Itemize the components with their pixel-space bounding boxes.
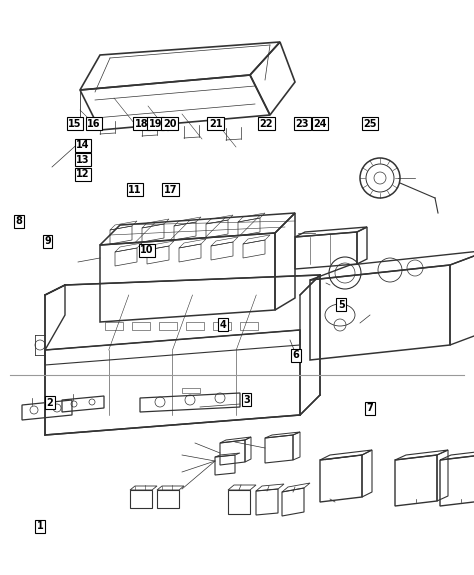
Bar bbox=[132, 322, 150, 330]
Text: 24: 24 bbox=[313, 118, 327, 129]
Text: 12: 12 bbox=[76, 169, 90, 179]
Text: 18: 18 bbox=[135, 118, 148, 129]
Bar bbox=[213, 322, 231, 330]
Bar bbox=[182, 388, 200, 393]
Text: 9: 9 bbox=[44, 236, 51, 247]
Text: 10: 10 bbox=[140, 245, 154, 255]
Text: 16: 16 bbox=[87, 118, 100, 129]
Text: 11: 11 bbox=[128, 185, 142, 195]
Bar bbox=[105, 322, 123, 330]
Text: 23: 23 bbox=[296, 118, 309, 129]
Text: 21: 21 bbox=[209, 118, 222, 129]
Text: 8: 8 bbox=[16, 216, 22, 227]
Text: 7: 7 bbox=[366, 403, 373, 413]
Bar bbox=[157, 490, 179, 508]
Text: 22: 22 bbox=[260, 118, 273, 129]
Text: 17: 17 bbox=[164, 185, 177, 195]
Text: 2: 2 bbox=[46, 397, 53, 408]
Text: 19: 19 bbox=[149, 118, 162, 129]
Text: 20: 20 bbox=[163, 118, 176, 129]
Text: 15: 15 bbox=[68, 118, 82, 129]
Text: 1: 1 bbox=[37, 521, 44, 531]
Text: 5: 5 bbox=[338, 300, 345, 310]
Text: 14: 14 bbox=[76, 140, 90, 151]
Text: 6: 6 bbox=[293, 350, 300, 361]
Text: 25: 25 bbox=[363, 118, 376, 129]
Bar bbox=[130, 490, 152, 508]
Text: 4: 4 bbox=[219, 320, 226, 330]
Bar bbox=[159, 322, 177, 330]
Bar bbox=[186, 322, 204, 330]
Text: 3: 3 bbox=[243, 394, 250, 405]
Bar bbox=[240, 322, 258, 330]
Text: 13: 13 bbox=[76, 155, 90, 165]
